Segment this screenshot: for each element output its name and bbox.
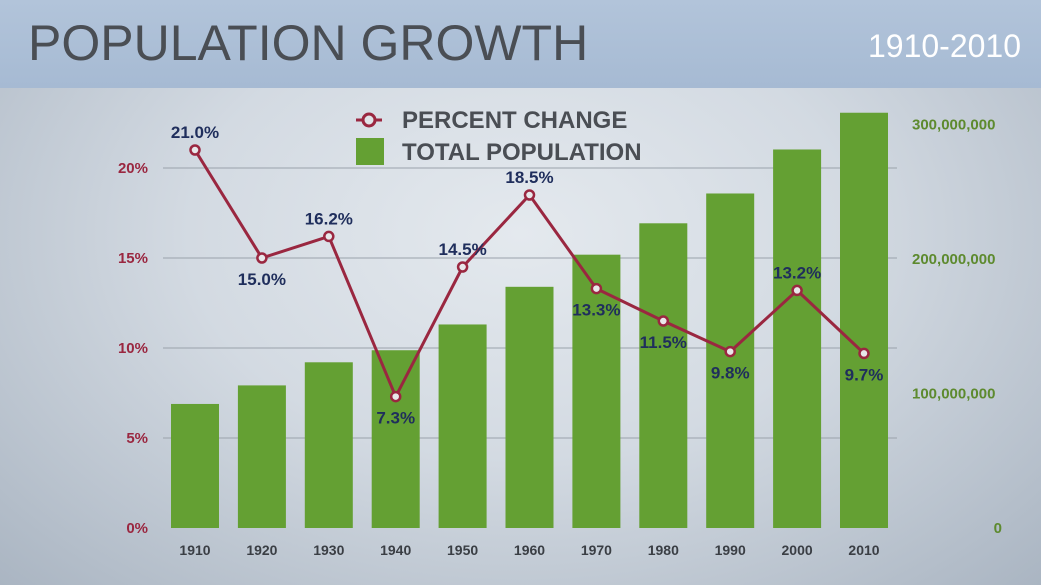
right-axis-tick: 300,000,000 xyxy=(912,117,995,134)
data-label: 14.5% xyxy=(438,240,486,259)
data-label: 13.2% xyxy=(773,263,821,282)
x-axis-tick: 1970 xyxy=(581,542,612,558)
line-point-1910 xyxy=(189,144,201,156)
x-axis-tick: 1990 xyxy=(715,542,746,558)
line-point-1920 xyxy=(256,252,268,264)
right-axis-tick: 200,000,000 xyxy=(912,251,995,268)
data-label: 18.5% xyxy=(505,168,553,187)
x-axis-tick: 1980 xyxy=(648,542,679,558)
x-axis-tick: 1960 xyxy=(514,542,545,558)
header-band: POPULATION GROWTH 1910-2010 xyxy=(0,0,1041,88)
legend-label-population: TOTAL POPULATION xyxy=(402,139,642,166)
bar-1910 xyxy=(171,403,219,528)
bar-1930 xyxy=(304,362,353,528)
data-label: 13.3% xyxy=(572,301,620,320)
x-axis-tick: 1930 xyxy=(313,542,344,558)
data-label: 7.3% xyxy=(376,409,415,428)
right-axis-tick: 100,000,000 xyxy=(912,386,995,403)
data-label: 9.7% xyxy=(845,365,884,384)
x-axis-tick: 2010 xyxy=(848,542,879,558)
x-axis-tick: 1940 xyxy=(380,542,411,558)
left-axis-tick: 0% xyxy=(126,520,148,537)
x-axis-tick: 1910 xyxy=(179,542,210,558)
page-title: POPULATION GROWTH xyxy=(28,15,589,71)
line-point-1990 xyxy=(724,345,736,358)
line-point-1930 xyxy=(323,230,335,243)
line-point-1950 xyxy=(456,261,469,273)
legend-bar-icon xyxy=(356,138,384,165)
line-point-1960 xyxy=(523,189,536,201)
data-label: 21.0% xyxy=(171,123,219,142)
bar-2010 xyxy=(840,112,888,529)
bar-1980 xyxy=(639,223,688,528)
data-label: 9.8% xyxy=(711,364,750,383)
line-point-1980 xyxy=(657,315,670,327)
left-axis-tick: 10% xyxy=(118,340,148,357)
bar-1990 xyxy=(706,193,755,528)
x-axis-tick: 1920 xyxy=(246,542,277,558)
bar-1920 xyxy=(237,385,286,528)
x-axis-tick: 1950 xyxy=(447,542,478,558)
bar-1960 xyxy=(505,286,554,528)
year-range: 1910-2010 xyxy=(867,28,1021,64)
line-point-1940 xyxy=(389,390,402,403)
left-axis-tick: 15% xyxy=(118,250,148,267)
line-point-2010 xyxy=(858,347,870,360)
line-point-1970 xyxy=(590,282,603,295)
left-axis-tick: 20% xyxy=(118,160,148,177)
data-label: 16.2% xyxy=(305,209,353,228)
x-axis-tick: 2000 xyxy=(782,542,813,558)
data-label: 15.0% xyxy=(238,270,286,289)
data-label: 11.5% xyxy=(640,333,687,352)
line-point-2000 xyxy=(791,284,803,297)
right-axis-tick: 0 xyxy=(994,520,1002,537)
bar-1970 xyxy=(572,254,621,528)
bar-2000 xyxy=(773,149,822,528)
legend-marker-icon xyxy=(361,112,377,128)
left-axis-tick: 5% xyxy=(126,430,148,447)
bar-1940 xyxy=(371,350,420,528)
bar-1950 xyxy=(438,324,487,528)
legend-label-percent: PERCENT CHANGE xyxy=(402,107,627,134)
